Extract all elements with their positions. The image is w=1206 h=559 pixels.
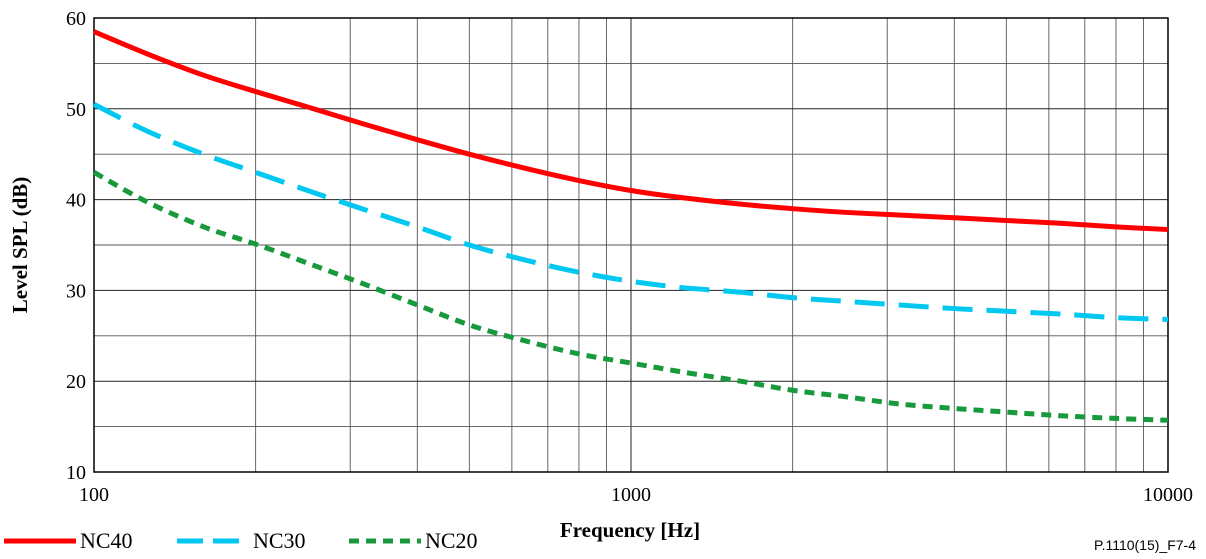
series-line-nc20 [92, 170, 1169, 423]
grid [93, 17, 1169, 473]
legend: NC40 NC30 NC20 [4, 528, 478, 553]
legend-label-nc20: NC20 [425, 528, 478, 553]
x-tick-label: 100 [79, 484, 109, 506]
x-tick-label: 10000 [1143, 484, 1193, 506]
series-lines [92, 29, 1169, 423]
y-tick-label: 20 [66, 371, 86, 393]
x-tick-label: 1000 [611, 484, 651, 506]
figure-id: P.1110(15)_F7-4 [1094, 537, 1196, 553]
y-tick-label: 40 [66, 190, 86, 212]
series-line-nc30 [92, 102, 1169, 322]
y-tick-label: 60 [66, 8, 86, 30]
legend-label-nc30: NC30 [253, 528, 306, 553]
y-tick-label: 50 [66, 99, 86, 121]
series-line-nc40 [93, 29, 1169, 233]
y-axis-title: Level SPL (dB) [8, 177, 32, 314]
legend-label-nc40: NC40 [80, 528, 133, 553]
tick-labels: 100 1000 10000 10 20 30 40 50 60 [66, 8, 1193, 506]
y-tick-label: 10 [66, 462, 86, 484]
plot-frame [93, 17, 1169, 473]
x-axis-title: Frequency [Hz] [560, 518, 700, 542]
y-tick-label: 30 [66, 280, 86, 302]
